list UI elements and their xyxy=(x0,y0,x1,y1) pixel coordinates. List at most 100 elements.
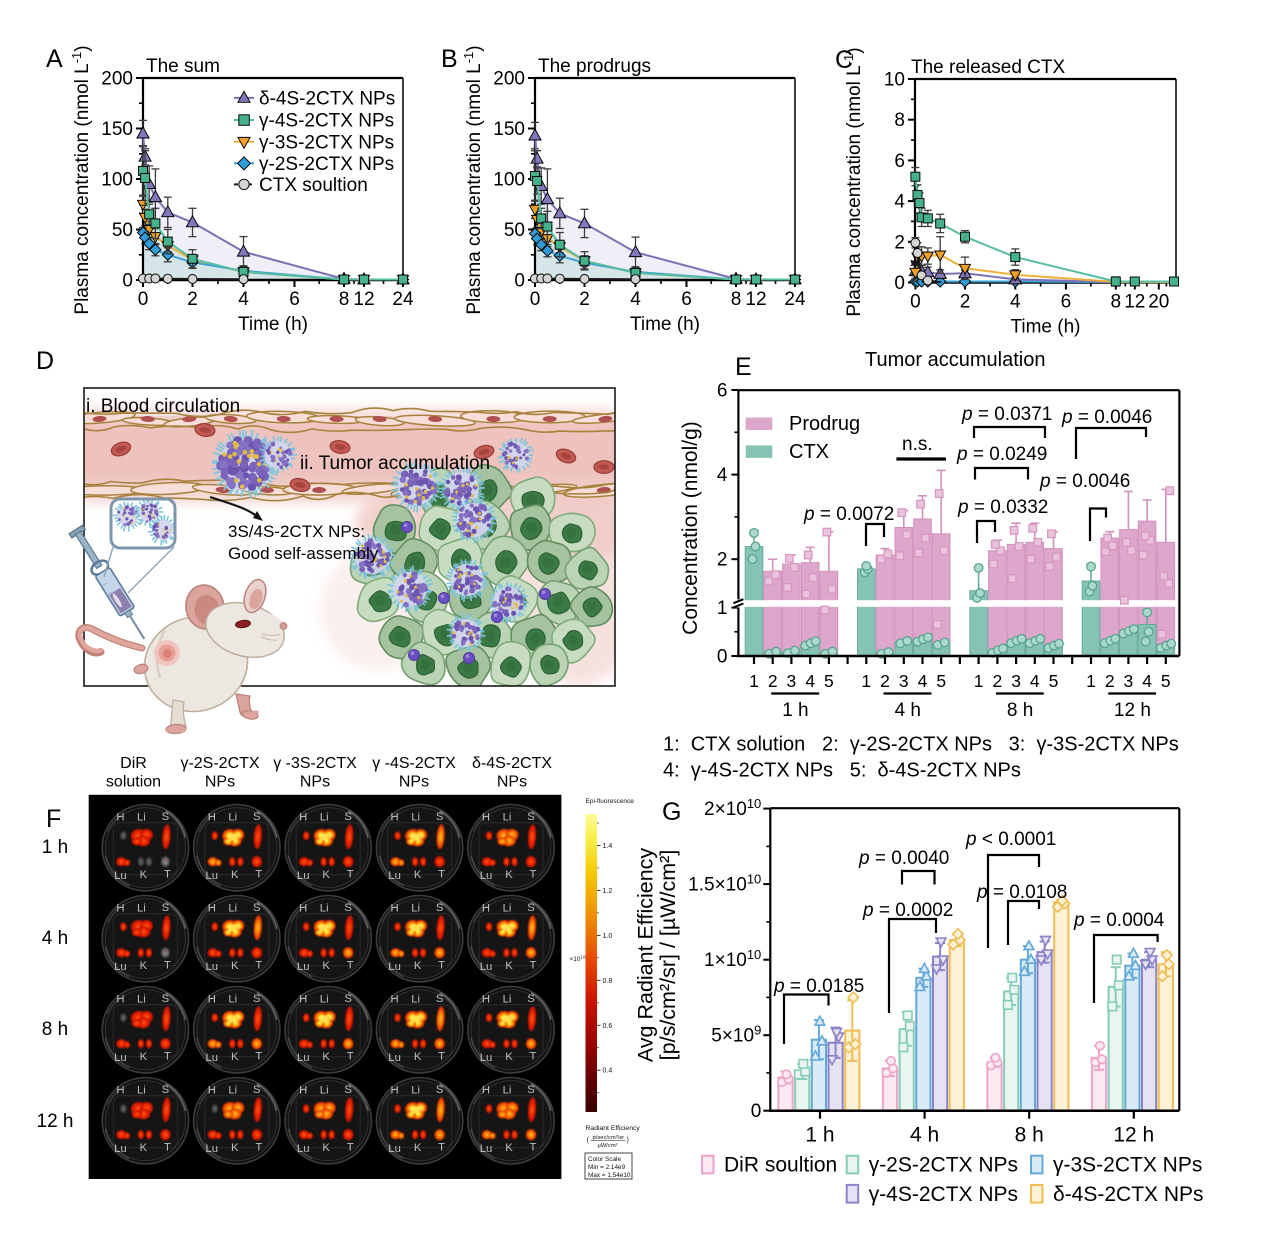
svg-text:Plasma concentration (nmol L-1: Plasma concentration (nmol L-1) xyxy=(461,45,485,314)
svg-text:p = 0.0249: p = 0.0249 xyxy=(956,444,1047,465)
svg-text:Lu: Lu xyxy=(297,961,310,973)
svg-text:200: 200 xyxy=(493,69,525,90)
svg-text:8 h: 8 h xyxy=(1007,700,1033,721)
svg-text:8: 8 xyxy=(731,289,742,310)
svg-text:Lu: Lu xyxy=(388,1143,401,1155)
svg-text:Min = 2.14e9: Min = 2.14e9 xyxy=(588,1164,626,1171)
svg-text:Li: Li xyxy=(503,903,512,915)
svg-text:solution: solution xyxy=(106,774,161,791)
svg-text:0: 0 xyxy=(910,292,921,313)
svg-text:CTX soultion: CTX soultion xyxy=(259,175,368,196)
svg-text:2: 2 xyxy=(768,671,778,691)
svg-text:T: T xyxy=(347,869,354,881)
svg-text:p = 0.0040: p = 0.0040 xyxy=(858,848,949,869)
svg-text:H: H xyxy=(482,994,490,1006)
svg-text:The released CTX: The released CTX xyxy=(911,57,1066,78)
svg-text:H: H xyxy=(208,1085,216,1097)
svg-text:Lu: Lu xyxy=(114,870,127,882)
svg-text:24: 24 xyxy=(784,289,806,310)
svg-text:K: K xyxy=(322,960,330,972)
svg-text:Lu: Lu xyxy=(480,870,493,882)
svg-text:Li: Li xyxy=(228,812,237,824)
svg-text:p = 0.0371: p = 0.0371 xyxy=(961,404,1052,425)
svg-text:K: K xyxy=(140,869,148,881)
svg-text:0: 0 xyxy=(514,271,525,292)
svg-text:4: 4 xyxy=(717,465,728,486)
svg-text:K: K xyxy=(322,1051,330,1063)
svg-text:5: 5 xyxy=(936,671,946,691)
svg-text:Li: Li xyxy=(228,1085,237,1097)
svg-text:NPs: NPs xyxy=(300,774,330,791)
svg-text:Lu: Lu xyxy=(388,1052,401,1064)
svg-text:H: H xyxy=(116,1085,124,1097)
svg-text:Lu: Lu xyxy=(114,1052,127,1064)
svg-text:T: T xyxy=(438,960,445,972)
svg-text:4: 4 xyxy=(918,671,928,691)
svg-text:S: S xyxy=(253,993,261,1005)
svg-text:Color Scale: Color Scale xyxy=(588,1156,621,1163)
svg-text:Li: Li xyxy=(228,903,237,915)
svg-text:i. Blood circulation: i. Blood circulation xyxy=(86,396,240,417)
svg-text:Lu: Lu xyxy=(206,1143,219,1155)
svg-text:12 h: 12 h xyxy=(37,1111,74,1132)
svg-text:6: 6 xyxy=(289,289,300,310)
svg-text:1 h: 1 h xyxy=(805,1124,834,1147)
svg-text:T: T xyxy=(438,869,445,881)
svg-text:8: 8 xyxy=(1111,292,1122,313)
svg-text:Plasma concentration (nmol L-1: Plasma concentration (nmol L-1) xyxy=(841,47,865,316)
svg-text:K: K xyxy=(231,1142,239,1154)
svg-text:0: 0 xyxy=(530,289,541,310)
svg-text:0.8: 0.8 xyxy=(603,978,613,985)
svg-text:2: 2 xyxy=(993,671,1003,691)
svg-text:1: 1 xyxy=(974,671,984,691)
svg-text:K: K xyxy=(505,960,513,972)
svg-text:p/sec/cm²/sr: p/sec/cm²/sr xyxy=(593,1135,625,1141)
svg-text:H: H xyxy=(482,1085,490,1097)
svg-text:S: S xyxy=(344,1084,352,1096)
svg-text:The sum: The sum xyxy=(146,56,220,77)
svg-text:4: 4 xyxy=(238,289,249,310)
svg-text:Li: Li xyxy=(411,994,420,1006)
svg-text:H: H xyxy=(299,1085,307,1097)
svg-text:S: S xyxy=(344,993,352,1005)
svg-text:4: 4 xyxy=(630,289,641,310)
svg-text:K: K xyxy=(140,1051,148,1063)
svg-text:K: K xyxy=(231,869,239,881)
svg-text:G: G xyxy=(662,798,681,826)
svg-text:n.s.: n.s. xyxy=(902,434,933,455)
svg-text:S: S xyxy=(253,902,261,914)
svg-text:2: 2 xyxy=(187,289,198,310)
svg-text:Li: Li xyxy=(320,812,329,824)
svg-text:K: K xyxy=(414,1051,422,1063)
svg-text:K: K xyxy=(414,1142,422,1154)
svg-text:4 h: 4 h xyxy=(895,700,921,721)
svg-text:NPs: NPs xyxy=(497,774,527,791)
svg-text:K: K xyxy=(414,869,422,881)
svg-text:Li: Li xyxy=(503,1085,512,1097)
svg-text:2: 2 xyxy=(579,289,590,310)
svg-text:20: 20 xyxy=(1148,292,1169,313)
svg-text:3: 3 xyxy=(1124,671,1134,691)
svg-text:ii. Tumor accumulation: ii. Tumor accumulation xyxy=(300,453,490,474)
svg-text:A: A xyxy=(46,45,63,73)
svg-text:T: T xyxy=(530,1051,537,1063)
svg-text:H: H xyxy=(391,903,399,915)
svg-text:T: T xyxy=(255,1051,262,1063)
svg-text:Li: Li xyxy=(228,994,237,1006)
svg-text:γ-3S-2CTX NPs: γ-3S-2CTX NPs xyxy=(1053,1154,1202,1177)
svg-text:2: 2 xyxy=(717,550,728,571)
svg-text:γ-2S-2CTX NPs: γ-2S-2CTX NPs xyxy=(259,154,394,175)
svg-text:6: 6 xyxy=(1061,292,1072,313)
svg-text:1.0: 1.0 xyxy=(603,933,613,940)
svg-text:×1010: ×1010 xyxy=(570,954,587,963)
svg-text:10: 10 xyxy=(884,70,905,91)
svg-text:p = 0.0332: p = 0.0332 xyxy=(957,497,1048,518)
svg-text:150: 150 xyxy=(101,119,133,140)
svg-text:4: 4 xyxy=(894,192,905,213)
svg-text:1.4: 1.4 xyxy=(603,843,613,850)
svg-text:Lu: Lu xyxy=(388,870,401,882)
svg-text:H: H xyxy=(482,903,490,915)
svg-text:1: 1 xyxy=(749,671,759,691)
svg-text:5: 5 xyxy=(824,671,834,691)
svg-text:CTX: CTX xyxy=(789,441,829,463)
